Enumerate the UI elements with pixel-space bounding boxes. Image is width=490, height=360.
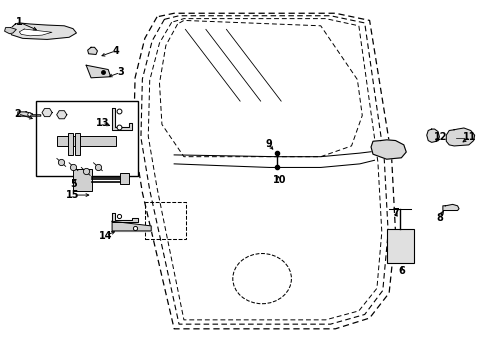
- FancyBboxPatch shape: [121, 173, 129, 184]
- Text: 10: 10: [272, 175, 286, 185]
- Polygon shape: [427, 129, 440, 142]
- Text: 9: 9: [265, 139, 272, 149]
- Text: 14: 14: [99, 231, 113, 240]
- Text: 11: 11: [463, 132, 476, 142]
- Polygon shape: [86, 65, 111, 78]
- Polygon shape: [19, 29, 52, 36]
- FancyBboxPatch shape: [73, 168, 92, 191]
- FancyBboxPatch shape: [75, 134, 80, 155]
- Polygon shape: [4, 28, 16, 34]
- Text: 7: 7: [392, 208, 399, 218]
- Polygon shape: [18, 112, 41, 116]
- Polygon shape: [443, 204, 459, 211]
- Text: 8: 8: [436, 213, 443, 222]
- Text: 3: 3: [117, 67, 124, 77]
- Polygon shape: [9, 23, 76, 40]
- Polygon shape: [42, 109, 52, 117]
- FancyBboxPatch shape: [68, 134, 73, 155]
- FancyBboxPatch shape: [387, 229, 414, 263]
- Polygon shape: [88, 47, 98, 54]
- FancyBboxPatch shape: [36, 101, 139, 176]
- Text: 2: 2: [14, 109, 21, 119]
- Polygon shape: [446, 128, 475, 146]
- Polygon shape: [112, 108, 132, 130]
- Polygon shape: [112, 221, 151, 231]
- Polygon shape: [112, 213, 138, 222]
- Text: 12: 12: [434, 132, 447, 142]
- FancyBboxPatch shape: [57, 135, 116, 145]
- Text: 1: 1: [16, 17, 23, 27]
- Text: 6: 6: [398, 266, 405, 276]
- Text: 4: 4: [112, 46, 119, 56]
- Polygon shape: [57, 111, 67, 119]
- Text: 13: 13: [96, 118, 109, 128]
- Text: 15: 15: [66, 190, 80, 200]
- Polygon shape: [371, 140, 406, 159]
- Text: 5: 5: [71, 179, 77, 189]
